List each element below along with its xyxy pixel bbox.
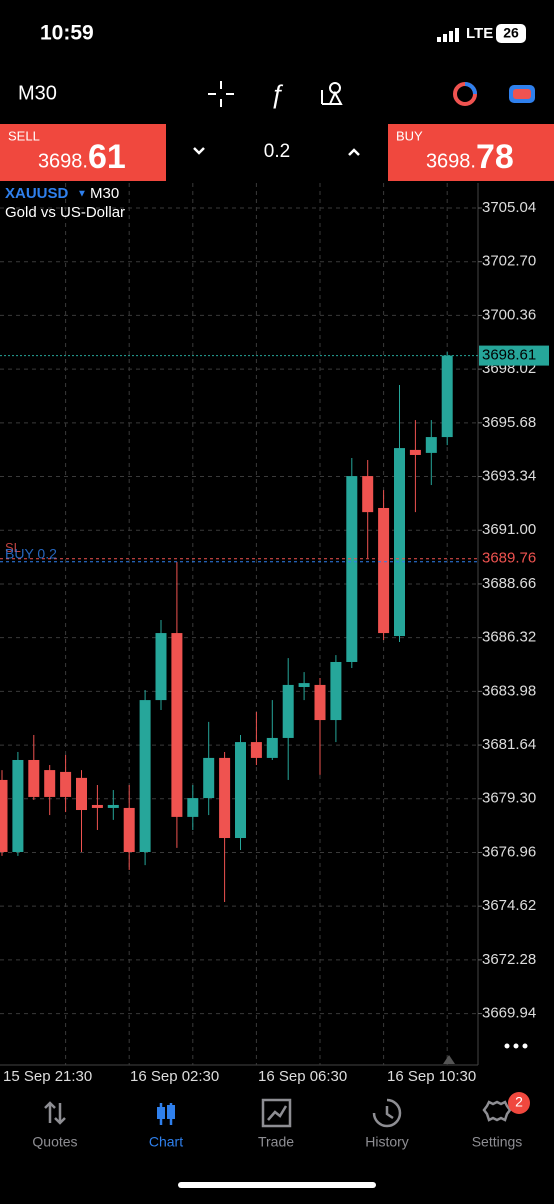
symbol-name[interactable]: XAUUSD xyxy=(5,185,69,202)
sell-price-main: 3698. xyxy=(38,150,88,172)
x-tick-label: 15 Sep 21:30 xyxy=(3,1068,92,1085)
y-tick-label: 3688.66 xyxy=(482,575,536,592)
candle-body xyxy=(107,804,119,808)
candle-body xyxy=(250,742,262,758)
tab-icon xyxy=(167,1105,175,1119)
y-tick-label: 3686.32 xyxy=(482,629,536,646)
candle-body xyxy=(60,771,72,797)
badge-count: 2 xyxy=(515,1094,523,1110)
candle-body xyxy=(394,448,405,637)
candle-body xyxy=(44,770,56,797)
order-label: BUY 0.2 xyxy=(5,545,57,561)
candle-body xyxy=(378,507,390,634)
order-price-label: 3689.76 xyxy=(482,550,536,567)
candle-body xyxy=(12,759,24,853)
y-tick-label: 3683.98 xyxy=(482,682,536,699)
symbol-dropdown[interactable]: ▼ xyxy=(77,189,87,200)
sell-button[interactable] xyxy=(0,124,166,181)
buy-label: BUY xyxy=(396,128,423,143)
buy-price-main: 3698. xyxy=(426,150,476,172)
shift-marker xyxy=(443,1055,455,1064)
candle-body xyxy=(282,684,294,738)
x-tick-label: 16 Sep 02:30 xyxy=(130,1068,219,1085)
candle-body xyxy=(409,449,421,455)
candle-body xyxy=(235,742,246,839)
network-label: LTE xyxy=(466,25,493,42)
candle-body xyxy=(266,737,278,758)
candle-body xyxy=(425,437,437,453)
tab-label[interactable]: Chart xyxy=(149,1134,183,1150)
current-price-tag xyxy=(479,345,549,366)
battery-icon xyxy=(496,24,526,43)
home-indicator xyxy=(178,1182,376,1188)
y-tick-label: 3695.68 xyxy=(482,414,536,431)
candle-body xyxy=(441,355,453,438)
tab-label[interactable]: Quotes xyxy=(32,1134,77,1150)
timeframe-button[interactable]: M30 xyxy=(18,82,57,104)
tab-label[interactable]: Settings xyxy=(472,1134,523,1150)
more-button[interactable] xyxy=(504,1043,528,1049)
candle-body xyxy=(171,633,183,817)
tab-icon xyxy=(372,1098,402,1128)
y-tick-label: 3669.94 xyxy=(482,1005,536,1022)
candle-body xyxy=(346,476,358,662)
candle-body xyxy=(314,684,326,721)
order-sl-label: SL xyxy=(5,540,21,555)
sell-label: SELL xyxy=(8,128,40,143)
candle-body xyxy=(155,633,167,701)
candle-body xyxy=(330,661,342,721)
status-time: 10:59 xyxy=(40,22,94,45)
candle-body xyxy=(187,798,199,817)
tab-icon xyxy=(261,1098,292,1128)
y-tick-label: 3691.00 xyxy=(482,521,536,538)
candle-body xyxy=(139,700,151,853)
y-tick-label: 3700.36 xyxy=(482,306,536,323)
candle-body xyxy=(362,476,374,513)
current-price-label: 3698.61 xyxy=(482,347,536,364)
x-tick-label: 16 Sep 06:30 xyxy=(258,1068,347,1085)
y-tick-label: 3679.30 xyxy=(482,790,536,807)
crosshair-button[interactable] xyxy=(208,81,234,107)
candle-body xyxy=(0,779,8,853)
chart-timeframe: M30 xyxy=(90,185,119,202)
candle-body xyxy=(203,757,215,799)
tab-icon xyxy=(44,1101,66,1125)
buy-price-big: 78 xyxy=(476,138,514,176)
account-button[interactable] xyxy=(453,82,477,106)
candle-body xyxy=(123,807,135,853)
badge xyxy=(508,1092,530,1114)
candle-body xyxy=(91,804,103,808)
tab-bar xyxy=(0,1090,554,1199)
symbol-description: Gold vs US-Dollar xyxy=(5,204,125,221)
y-tick-label: 3672.28 xyxy=(482,951,536,968)
y-tick-label: 3681.64 xyxy=(482,736,536,753)
y-tick-label: 3693.34 xyxy=(482,468,536,485)
candle-body xyxy=(298,683,310,687)
sell-price-big: 61 xyxy=(88,138,126,176)
volume-value[interactable]: 0.2 xyxy=(264,141,290,162)
y-tick-label: 3674.62 xyxy=(482,897,536,914)
objects-button[interactable] xyxy=(321,82,343,105)
tab-label[interactable]: Trade xyxy=(258,1134,294,1150)
y-tick-label: 3702.70 xyxy=(482,253,536,270)
battery-level: 26 xyxy=(503,25,519,41)
x-tick-label: 16 Sep 10:30 xyxy=(387,1068,476,1085)
y-tick-label: 3705.04 xyxy=(482,199,536,216)
tab-icon xyxy=(482,1100,512,1122)
volume-increase[interactable] xyxy=(348,148,360,156)
candle-body xyxy=(76,777,87,811)
candle-body xyxy=(28,759,40,797)
volume-decrease[interactable] xyxy=(193,147,205,155)
y-tick-label: 3676.96 xyxy=(482,843,536,860)
signal-icon xyxy=(437,28,459,42)
trade-button[interactable] xyxy=(509,85,535,103)
tab-label[interactable]: History xyxy=(365,1134,409,1150)
buy-button[interactable] xyxy=(388,124,554,181)
candle-body xyxy=(219,757,231,839)
tab-icon xyxy=(157,1107,165,1119)
indicators-button[interactable]: ƒ xyxy=(270,79,284,109)
